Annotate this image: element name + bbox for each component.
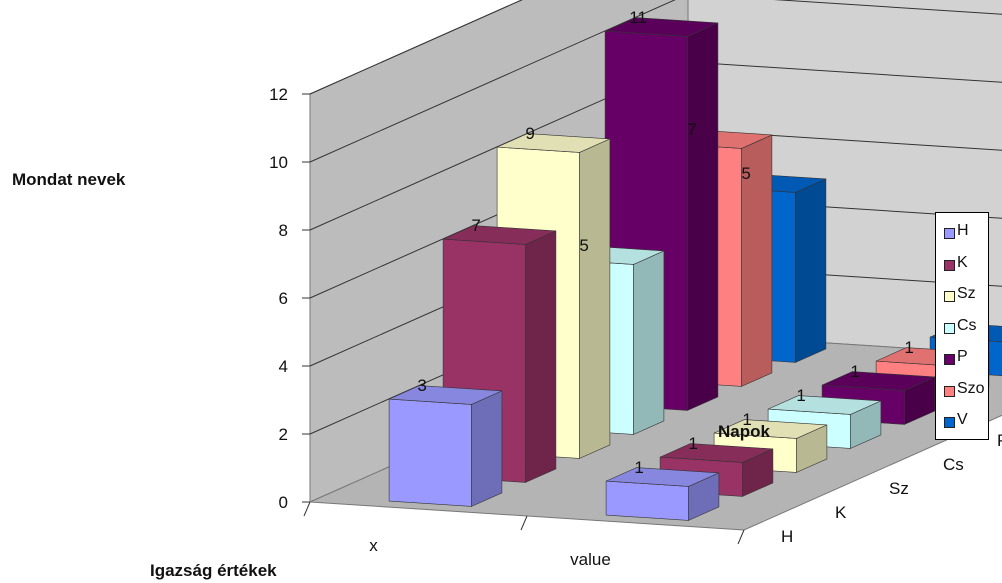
y-tick-label: 12 [269, 85, 288, 104]
bar-side-face [633, 250, 665, 435]
legend-swatch [944, 385, 955, 397]
depth-tick-label: Sz [889, 479, 909, 498]
x-tick-label: x [369, 536, 378, 555]
x-tick-mark [737, 529, 745, 545]
data-label: 3 [417, 376, 426, 395]
depth-axis-title: Napok [718, 422, 771, 441]
x-tick-mark [520, 515, 528, 531]
bar-side-face [795, 178, 827, 363]
bar-top-face [605, 467, 720, 487]
legend-item: P [936, 345, 988, 377]
bar-side-face [471, 390, 503, 507]
x-tick-mark [303, 501, 311, 517]
legend-item: Szo [936, 377, 988, 409]
legend-label: V [957, 411, 968, 428]
gridline [309, 0, 523, 95]
legend-swatch [944, 354, 955, 365]
chart-legend: H K Sz Cs P Szo V [935, 212, 989, 440]
data-label: 1 [742, 410, 751, 429]
legend-label: H [957, 222, 969, 239]
bar-top-face [604, 17, 719, 37]
data-label: 1 [904, 338, 913, 357]
y-tick-label: 4 [279, 357, 288, 376]
depth-tick-label: Cs [943, 455, 964, 474]
legend-item: Cs [936, 314, 988, 346]
data-label: 7 [687, 120, 696, 139]
bar-top-face [713, 419, 828, 439]
y-tick-label: 10 [269, 153, 288, 172]
legend-label: P [957, 348, 968, 365]
bar-side-face [687, 22, 719, 411]
y-tick-label: 6 [279, 289, 288, 308]
legend-item: H [936, 219, 988, 251]
legend-label: Cs [957, 316, 977, 334]
data-label: 9 [525, 124, 534, 143]
data-label: 11 [629, 8, 647, 27]
legend-label: Sz [957, 285, 976, 302]
chart-bars [388, 17, 1002, 521]
data-label: 1 [850, 362, 859, 381]
legend-label: K [957, 253, 968, 271]
y-tick-label: 8 [279, 221, 288, 240]
data-label: 1 [688, 434, 697, 453]
depth-tick-label: K [835, 503, 847, 522]
legend-swatch [944, 291, 955, 302]
bar-side-face [525, 230, 557, 483]
bar-H-value [605, 467, 720, 521]
legend-item: V [936, 408, 988, 440]
bar-top-face [767, 395, 882, 415]
data-label: 1 [634, 458, 643, 477]
data-label: 5 [741, 164, 750, 183]
y-tick-label: 2 [279, 425, 288, 444]
depth-tick-label: H [781, 527, 793, 546]
chart-labels: 024681012xvalueHKSzCsPSzoV51711115191713… [269, 8, 1002, 569]
bar-H-x [388, 385, 503, 507]
x-tick-label: value [570, 550, 611, 569]
gridline [309, 0, 1002, 163]
bar-front-face [388, 398, 472, 507]
legend-label: Szo [957, 379, 985, 397]
bar-top-face [496, 133, 611, 153]
legend-swatch [944, 228, 955, 239]
legend-swatch [944, 322, 955, 334]
bar-top-face [659, 443, 774, 463]
x-axis-title: Igazság értékek [150, 561, 277, 580]
legend-swatch [944, 417, 955, 428]
bar-top-face [388, 385, 503, 405]
data-label: 7 [471, 216, 480, 235]
legend-item: K [936, 251, 988, 283]
bar-top-face [442, 225, 557, 245]
data-label: 1 [796, 386, 805, 405]
y-tick-label: 0 [279, 493, 288, 512]
data-label: 5 [579, 236, 588, 255]
legend-swatch [944, 259, 955, 271]
bar-front-face [605, 480, 689, 521]
bar-top-face [821, 371, 936, 391]
legend-item: Sz [936, 282, 988, 314]
depth-tick-label: P [997, 431, 1002, 450]
bar-side-face [579, 138, 611, 459]
y-axis-title: Mondat nevek [12, 170, 126, 189]
